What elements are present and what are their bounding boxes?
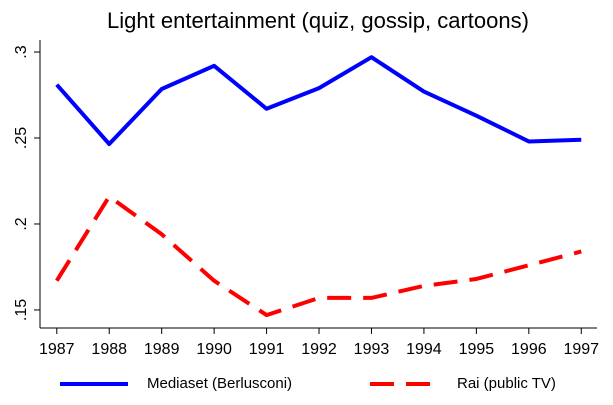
chart-title: Light entertainment (quiz, gossip, carto… [107,8,529,33]
y-tick-label: .15 [13,299,30,321]
y-tick-label: .3 [13,45,30,58]
x-tick-label: 1996 [511,341,547,358]
x-tick-label: 1997 [563,341,599,358]
x-tick-label: 1990 [196,341,232,358]
legend-label: Rai (public TV) [457,375,556,392]
x-tick-label: 1987 [39,341,75,358]
x-tick-label: 1995 [459,341,495,358]
y-tick-label: .2 [13,217,30,230]
data-line [55,55,582,147]
y-tick-label: .25 [13,127,30,149]
data-line [55,194,582,318]
legend-label: Mediaset (Berlusconi) [147,375,292,392]
x-tick-label: 1993 [354,341,390,358]
x-tick-label: 1992 [301,341,337,358]
x-tick-label: 1994 [406,341,442,358]
x-tick-label: 1989 [144,341,180,358]
x-tick-label: 1991 [249,341,285,358]
x-tick-label: 1988 [91,341,127,358]
